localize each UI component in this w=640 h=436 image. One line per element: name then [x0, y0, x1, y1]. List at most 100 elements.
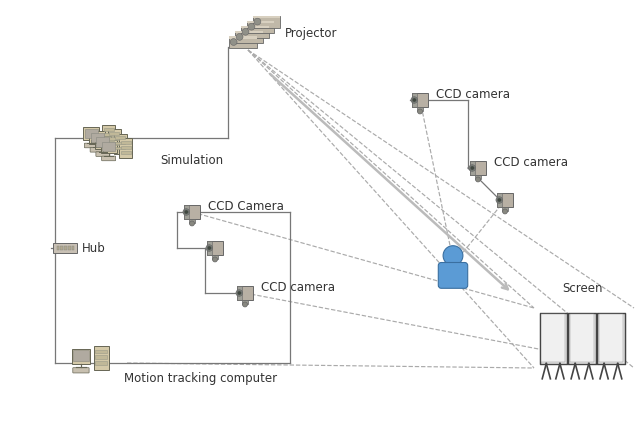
- Circle shape: [496, 197, 502, 203]
- Circle shape: [230, 39, 237, 45]
- FancyBboxPatch shape: [72, 349, 90, 364]
- FancyBboxPatch shape: [102, 125, 115, 145]
- Circle shape: [236, 34, 243, 40]
- FancyBboxPatch shape: [597, 313, 625, 364]
- Bar: [412, 93, 417, 106]
- FancyBboxPatch shape: [102, 156, 116, 161]
- Circle shape: [417, 109, 422, 114]
- Bar: [599, 314, 623, 362]
- FancyBboxPatch shape: [241, 26, 269, 38]
- Bar: [212, 255, 218, 259]
- Circle shape: [254, 18, 261, 25]
- FancyBboxPatch shape: [53, 243, 77, 253]
- Bar: [247, 21, 275, 23]
- Circle shape: [183, 209, 189, 215]
- FancyBboxPatch shape: [568, 313, 596, 364]
- Bar: [184, 205, 189, 218]
- Circle shape: [497, 198, 501, 202]
- FancyBboxPatch shape: [229, 36, 257, 48]
- Bar: [95, 361, 108, 365]
- Bar: [109, 132, 120, 135]
- Bar: [570, 314, 594, 362]
- Circle shape: [243, 302, 248, 307]
- Circle shape: [212, 257, 218, 262]
- FancyBboxPatch shape: [89, 131, 105, 144]
- Bar: [470, 161, 475, 174]
- Text: CCD camera: CCD camera: [436, 88, 510, 101]
- Bar: [74, 351, 88, 361]
- Bar: [64, 246, 67, 250]
- Bar: [109, 142, 120, 145]
- Text: Hub: Hub: [82, 242, 106, 255]
- FancyBboxPatch shape: [207, 242, 223, 255]
- Text: Projector: Projector: [285, 27, 337, 41]
- FancyBboxPatch shape: [96, 152, 110, 157]
- FancyBboxPatch shape: [236, 31, 262, 43]
- Bar: [104, 138, 114, 141]
- Bar: [95, 355, 108, 359]
- Bar: [115, 136, 125, 140]
- Text: CCD camera: CCD camera: [494, 156, 568, 168]
- Bar: [121, 141, 131, 144]
- Bar: [60, 246, 63, 250]
- FancyBboxPatch shape: [100, 140, 116, 153]
- Circle shape: [237, 291, 241, 295]
- Bar: [91, 133, 104, 142]
- Bar: [104, 133, 114, 136]
- FancyBboxPatch shape: [237, 286, 253, 300]
- FancyBboxPatch shape: [412, 93, 428, 106]
- Bar: [189, 218, 195, 224]
- Circle shape: [248, 23, 255, 30]
- Bar: [502, 207, 508, 211]
- Text: Screen: Screen: [562, 282, 602, 294]
- Circle shape: [206, 245, 212, 251]
- FancyBboxPatch shape: [120, 138, 132, 158]
- Bar: [417, 106, 423, 112]
- Bar: [253, 16, 280, 18]
- Circle shape: [470, 166, 474, 170]
- Bar: [237, 286, 242, 300]
- Bar: [109, 137, 120, 140]
- FancyBboxPatch shape: [73, 368, 89, 373]
- FancyBboxPatch shape: [83, 127, 99, 140]
- Bar: [85, 129, 98, 138]
- Circle shape: [502, 209, 508, 214]
- Text: Motion tracking computer: Motion tracking computer: [124, 371, 277, 385]
- Text: CCD camera: CCD camera: [261, 280, 335, 293]
- FancyBboxPatch shape: [93, 346, 109, 370]
- Bar: [475, 174, 481, 180]
- Bar: [95, 350, 108, 353]
- Circle shape: [189, 221, 195, 226]
- Bar: [56, 246, 59, 250]
- Bar: [497, 194, 502, 207]
- Bar: [72, 246, 74, 250]
- FancyBboxPatch shape: [497, 194, 513, 207]
- Circle shape: [184, 210, 188, 214]
- FancyBboxPatch shape: [84, 143, 99, 148]
- Bar: [229, 36, 257, 39]
- FancyBboxPatch shape: [95, 136, 111, 149]
- Bar: [241, 26, 269, 28]
- Bar: [115, 146, 125, 150]
- FancyBboxPatch shape: [470, 161, 486, 174]
- Bar: [236, 31, 262, 34]
- Circle shape: [443, 246, 463, 266]
- Circle shape: [207, 246, 211, 250]
- Circle shape: [411, 97, 417, 103]
- FancyBboxPatch shape: [184, 205, 200, 218]
- Bar: [541, 314, 565, 362]
- Bar: [242, 300, 248, 304]
- Bar: [207, 242, 212, 255]
- Circle shape: [412, 98, 416, 102]
- Bar: [121, 146, 131, 149]
- Circle shape: [476, 177, 481, 182]
- Text: Simulation: Simulation: [160, 153, 223, 167]
- Circle shape: [242, 28, 249, 35]
- Text: CCD Camera: CCD Camera: [208, 200, 284, 212]
- FancyBboxPatch shape: [90, 147, 104, 152]
- FancyBboxPatch shape: [438, 262, 468, 288]
- FancyBboxPatch shape: [114, 133, 127, 154]
- FancyBboxPatch shape: [253, 16, 280, 27]
- Circle shape: [469, 165, 476, 171]
- Bar: [68, 246, 70, 250]
